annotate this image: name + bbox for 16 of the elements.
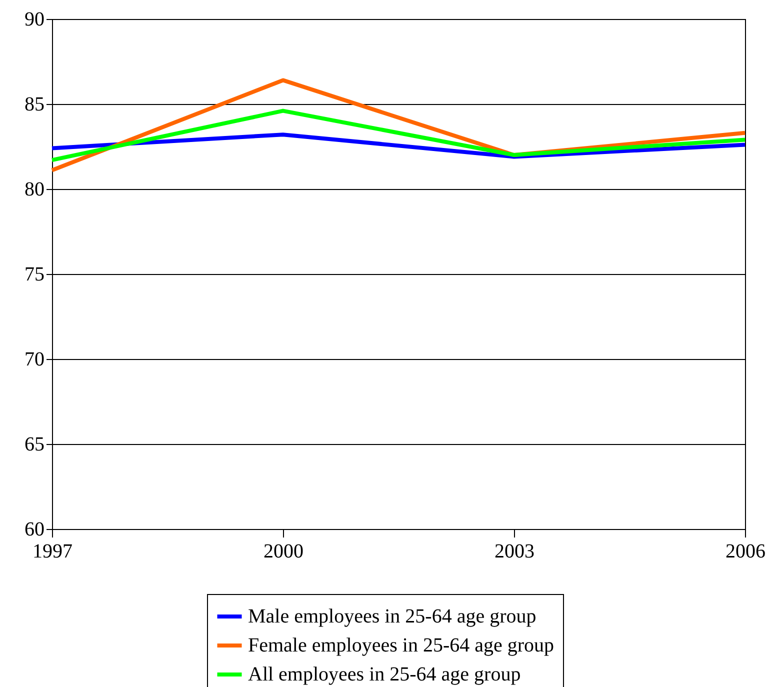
x-tick-label: 2000	[264, 540, 304, 562]
legend-label: Male employees in 25-64 age group	[248, 606, 536, 628]
y-tick-label: 75	[24, 264, 44, 286]
x-tick-label: 2003	[494, 540, 534, 562]
line-series	[50, 132, 747, 159]
y-tick-label: 85	[24, 94, 44, 116]
y-tick-label: 65	[24, 434, 44, 456]
legend-label: Female employees in 25-64 age group	[248, 634, 554, 656]
line-series	[50, 108, 747, 162]
x-tick-label: 2006	[726, 540, 766, 562]
legend-label: All employees in 25-64 age group	[248, 664, 521, 686]
x-tick-label: 1997	[32, 540, 72, 562]
y-tick-label: 60	[24, 518, 44, 540]
y-tick-label: 90	[24, 8, 44, 30]
y-tick-label: 70	[24, 348, 44, 370]
y-tick-label: 80	[24, 178, 44, 200]
